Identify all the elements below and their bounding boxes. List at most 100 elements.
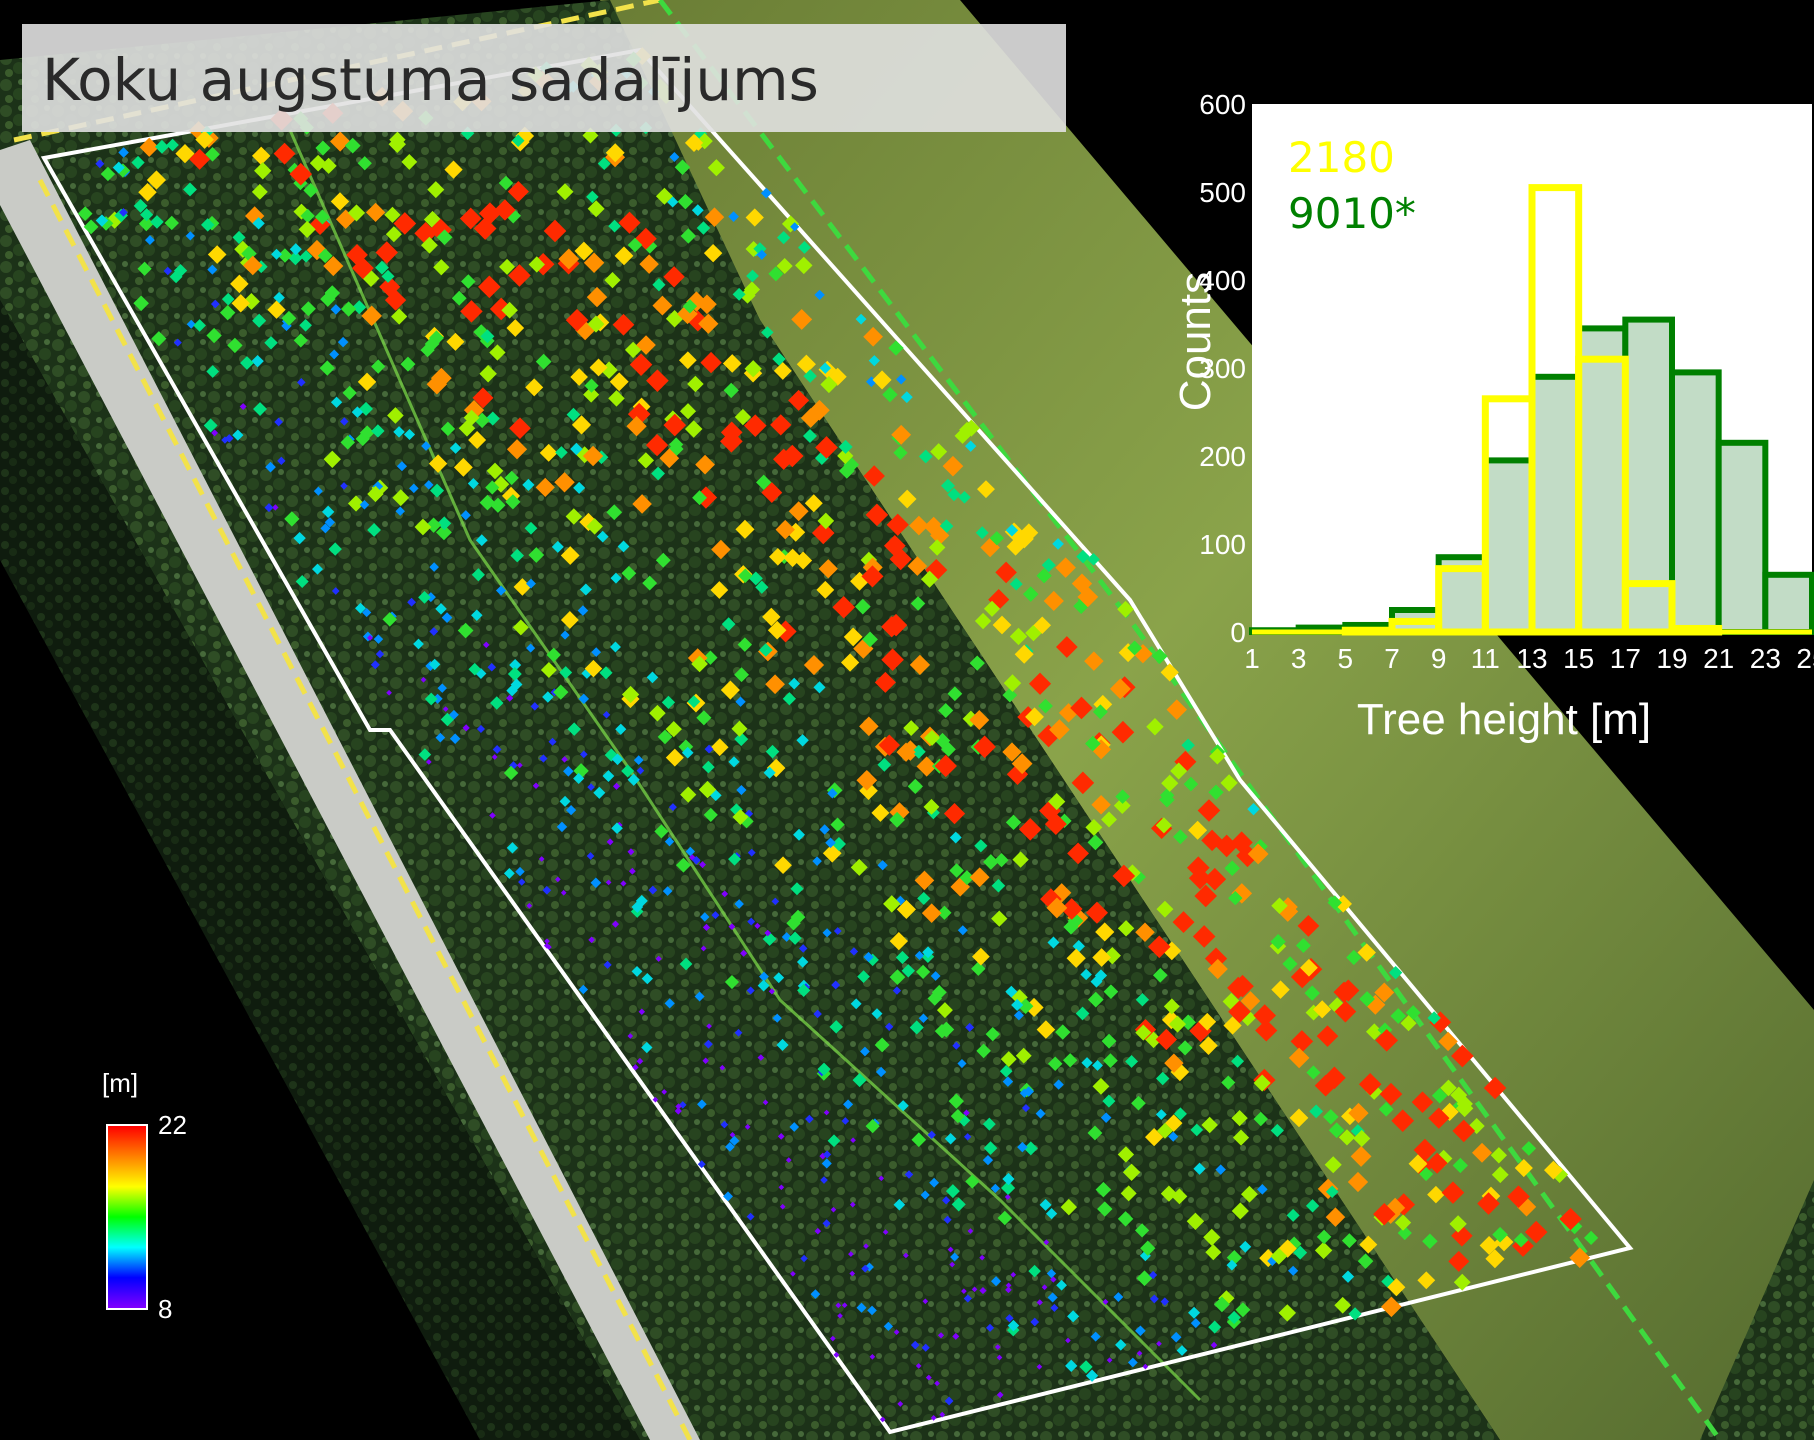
tree-marker [1047,1056,1063,1072]
tree-marker [1199,1036,1218,1055]
tree-marker [1113,797,1131,815]
tree-marker [597,157,611,171]
tree-marker [1173,829,1188,845]
tree-marker [1183,776,1199,792]
tree-marker [772,1013,782,1023]
tree-marker [871,803,890,822]
tree-marker [627,1033,634,1039]
tree-marker [651,466,666,481]
tree-marker [1220,774,1238,792]
tree-marker [1210,1341,1218,1349]
tree-marker [803,369,817,383]
tree-marker [1205,1244,1222,1261]
tree-marker [133,198,148,213]
tree-marker [934,754,957,778]
tree-marker [947,686,963,702]
tree-marker [1160,1297,1170,1306]
tree-marker [1341,1233,1357,1249]
tree-marker [1253,1111,1269,1127]
tree-marker [747,917,756,926]
tree-marker [655,955,662,962]
tree-marker [969,710,990,730]
tree-marker [1359,991,1375,1007]
tree-marker [1080,968,1092,981]
tree-marker [661,695,676,710]
tree-marker [957,925,968,936]
tree-marker [1041,1284,1048,1291]
tree-marker [776,257,793,275]
tree-marker [1011,998,1024,1012]
tree-marker [1314,1241,1333,1260]
tree-marker [435,603,447,615]
tree-marker [1194,884,1218,908]
tree-marker [990,1183,1001,1194]
tree-marker [1103,1053,1118,1068]
tree-marker [731,720,748,737]
tree-marker [347,204,366,222]
tree-marker [877,860,888,871]
tree-marker [563,765,574,777]
tree-marker [969,867,990,888]
tree-marker [606,504,623,521]
tree-marker [1125,1055,1139,1068]
tree-marker [1049,719,1070,740]
tree-marker [579,583,592,596]
tree-marker [1122,1163,1141,1182]
tree-marker [889,931,908,951]
tree-marker [1490,1147,1508,1164]
tree-marker [1188,820,1208,840]
tree-marker [729,1135,740,1146]
tree-marker [848,1251,854,1257]
tree-marker [267,300,286,319]
tree-marker [1324,1156,1342,1174]
tree-marker [424,692,438,706]
tree-marker [983,1141,998,1155]
tree-marker [501,301,518,319]
tree-marker [901,964,915,978]
tree-marker [1045,1208,1058,1220]
tree-marker [578,984,589,995]
tree-marker [486,462,504,480]
tree-marker [1453,1273,1471,1291]
tree-marker [1100,1112,1112,1123]
tree-marker [911,744,926,759]
tree-marker [722,354,742,373]
tree-marker [321,505,335,519]
tree-marker [1334,1296,1352,1314]
tree-marker [538,856,545,862]
tree-marker [921,903,942,923]
tree-marker [566,407,581,422]
tree-marker [424,336,440,352]
histogram-bar-9010 [1482,457,1536,635]
tree-marker [841,1302,848,1309]
tree-marker [893,1329,900,1335]
tree-marker [692,490,707,506]
marsh-area [600,0,1814,1440]
tree-marker [838,439,853,454]
y-tick-label: 300 [1199,353,1246,384]
tree-marker [773,361,792,380]
tree-marker [359,425,375,441]
tree-marker [973,735,996,759]
x-tick-label: 1 [1244,643,1260,674]
tree-marker [1155,1109,1167,1120]
tree-marker [297,378,306,387]
tree-marker [1172,911,1195,934]
tree-marker [849,1201,856,1208]
tree-marker [883,1321,894,1332]
tree-marker [947,1246,954,1253]
tree-marker [1063,919,1079,935]
tree-marker [510,548,525,563]
tree-marker [611,822,623,835]
tree-marker [723,1191,734,1202]
tree-marker [526,902,533,909]
tree-marker [1448,1250,1470,1272]
tree-marker [556,821,568,833]
tree-marker [95,214,109,227]
tree-marker [1374,982,1395,1003]
tree-marker [1428,1107,1450,1129]
tree-marker [133,295,149,312]
x-tick-label: 21 [1703,643,1734,674]
histogram-bar-9010 [1575,325,1629,635]
tree-marker [734,899,744,909]
